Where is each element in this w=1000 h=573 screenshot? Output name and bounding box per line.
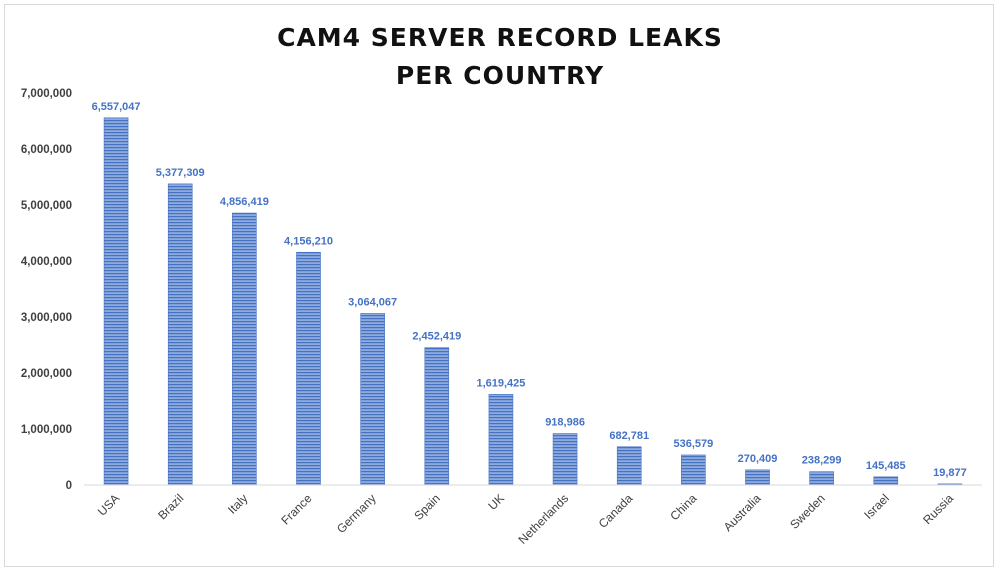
x-tick-label: USA [95, 491, 122, 518]
y-tick-label: 1,000,000 [21, 424, 72, 436]
data-label: 145,485 [866, 460, 906, 472]
bar-uk [488, 394, 514, 486]
bar-canada [616, 446, 642, 486]
data-label: 4,156,210 [284, 235, 333, 247]
data-label: 1,619,425 [476, 377, 525, 389]
data-label: 3,064,067 [348, 296, 397, 308]
x-tick-label: Sweden [787, 491, 828, 532]
bar-netherlands [552, 433, 578, 486]
x-tick-label: Germany [334, 491, 379, 536]
bar-brazil [167, 183, 193, 486]
y-tick-label: 7,000,000 [21, 88, 72, 100]
y-tick-label: 0 [66, 480, 72, 492]
bar-france [296, 251, 321, 486]
x-tick-label: Israel [861, 491, 892, 522]
x-tick-label: Australia [721, 491, 764, 534]
data-label: 682,781 [609, 430, 649, 442]
bar-israel [873, 476, 899, 486]
x-tick-label: Italy [225, 491, 250, 516]
x-tick-label: Spain [411, 491, 443, 523]
data-label: 918,986 [545, 417, 585, 429]
data-label: 4,856,419 [220, 196, 269, 208]
y-tick-label: 4,000,000 [21, 256, 72, 268]
bar-germany [360, 313, 385, 486]
x-tick-label: France [278, 491, 315, 528]
y-tick-label: 2,000,000 [21, 368, 72, 380]
data-label: 536,579 [673, 438, 713, 450]
data-label: 19,877 [933, 467, 967, 479]
bar-spain [424, 347, 450, 486]
x-tick-label: UK [485, 491, 507, 513]
data-label: 5,377,309 [156, 167, 205, 179]
x-tick-label: China [667, 491, 699, 523]
bar-italy [232, 212, 257, 486]
bar-china [681, 454, 706, 486]
x-tick-label: Canada [596, 491, 636, 531]
x-axis: USA Brazil Italy France Germany Spain UK Nether… [84, 484, 982, 547]
data-label: 2,452,419 [412, 331, 461, 343]
data-label: 6,557,047 [92, 101, 141, 113]
y-tick-label: 5,000,000 [21, 200, 72, 212]
x-tick-label: Russia [920, 491, 956, 527]
bar-sweden [809, 471, 834, 486]
y-axis: 0 1,000,000 2,000,000 3,000,000 4,000,000 5,0… [21, 88, 72, 492]
data-label: 238,299 [802, 455, 842, 467]
bars-group [103, 117, 963, 486]
data-labels-group: 6,557,047 5,377,309 4,856,419 4,156,210 3,06… [92, 101, 967, 479]
bar-australia [745, 469, 770, 486]
x-tick-label: Netherlands [516, 491, 572, 547]
chart-title-line-2: PER COUNTRY [396, 61, 604, 90]
y-tick-label: 6,000,000 [21, 144, 72, 156]
bar-usa [103, 117, 129, 486]
y-tick-label: 3,000,000 [21, 312, 72, 324]
data-label: 270,409 [738, 453, 778, 465]
x-tick-label: Brazil [155, 491, 186, 522]
chart-title-line-1: CAM4 SERVER RECORD LEAKS [277, 23, 723, 52]
